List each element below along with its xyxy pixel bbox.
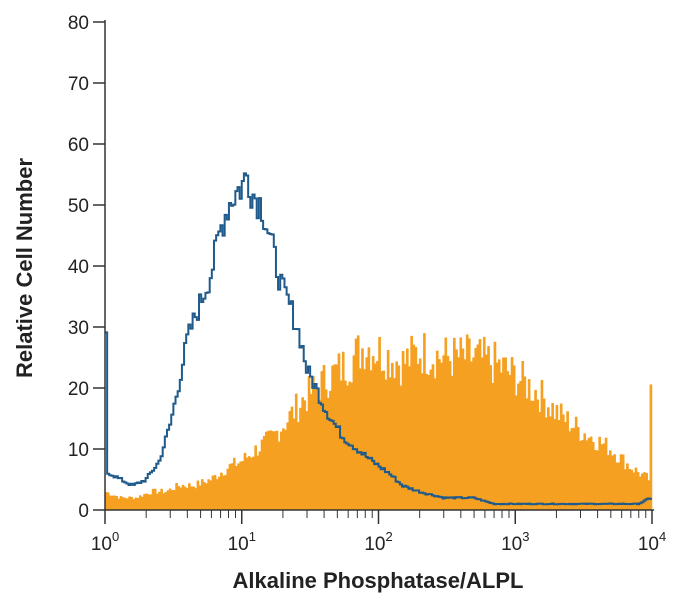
series-outline-histogram <box>105 172 652 506</box>
series-layer <box>104 172 653 511</box>
y-axis-title: Relative Cell Number <box>12 158 37 379</box>
y-tick-label-40: 40 <box>68 257 89 278</box>
axes-layer <box>104 20 654 511</box>
ticks-layer: 0 10 20 30 40 50 60 70 80 100 101 102 103 104 <box>68 13 666 555</box>
y-tick-label-10: 10 <box>68 440 89 461</box>
y-tick-label-30: 30 <box>68 318 89 339</box>
x-axis-title: Alkaline Phosphatase/ALPL <box>233 568 524 593</box>
x-tick-label: 100 <box>91 529 119 555</box>
y-tick-label-60: 60 <box>68 135 89 156</box>
series-filled-histogram <box>104 333 653 511</box>
x-tick-label: 101 <box>228 529 256 555</box>
y-tick-label-80: 80 <box>68 13 89 34</box>
x-tick-label: 104 <box>638 529 666 555</box>
y-tick-label-50: 50 <box>68 196 89 217</box>
y-tick-label-0: 0 <box>78 501 89 522</box>
y-tick-label-20: 20 <box>68 379 89 400</box>
x-tick-label: 102 <box>364 529 392 555</box>
x-tick-label: 103 <box>501 529 529 555</box>
y-tick-label-70: 70 <box>68 74 89 95</box>
